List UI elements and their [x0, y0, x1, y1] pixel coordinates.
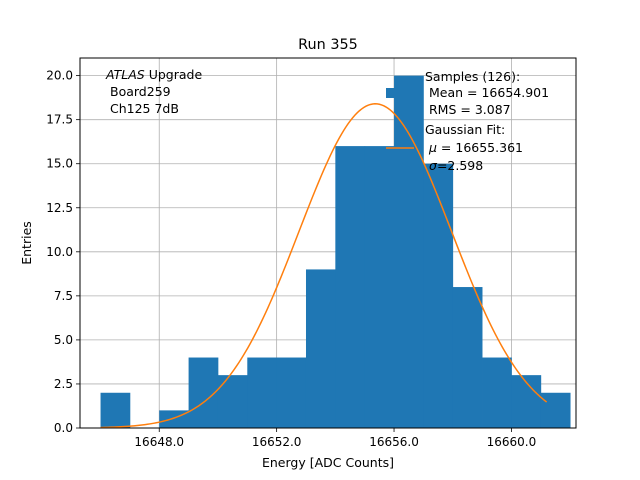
annotation-channel: Ch125 7dB	[110, 101, 179, 116]
histogram-bar	[423, 163, 454, 428]
legend-fit-title: Gaussian Fit:	[425, 122, 505, 137]
x-tick-label: 16660.0	[487, 435, 537, 449]
histogram-bar	[540, 392, 571, 428]
x-axis-label: Energy [ADC Counts]	[262, 455, 394, 470]
y-tick-label: 12.5	[46, 201, 73, 215]
histogram-bar	[335, 146, 366, 428]
y-tick-label: 7.5	[54, 289, 73, 303]
legend-samples-title: Samples (126):	[425, 69, 520, 84]
histogram-bar	[452, 287, 483, 428]
legend-fit-mu: μ = 16655.361	[428, 140, 523, 155]
annotation-line-1: ATLAS Upgrade	[105, 67, 202, 82]
y-tick-label: 5.0	[54, 333, 73, 347]
legend-sigma-symbol: σ	[429, 158, 438, 173]
histogram-bars	[100, 75, 571, 428]
annotation-upgrade: Upgrade	[145, 67, 203, 82]
x-axis-ticks: 16648.0 16652.0 16656.0 16660.0	[134, 428, 536, 449]
y-tick-label: 2.5	[54, 377, 73, 391]
legend-mu-value: = 16655.361	[437, 140, 523, 155]
y-tick-label: 17.5	[46, 113, 73, 127]
y-tick-label: 10.0	[46, 245, 73, 259]
histogram-bar	[482, 357, 512, 428]
annotation-atlas: ATLAS	[105, 67, 145, 82]
y-tick-label: 0.0	[54, 421, 73, 435]
legend-samples-mean: Mean = 16654.901	[429, 85, 549, 100]
y-tick-label: 15.0	[46, 157, 73, 171]
histogram-bar	[276, 357, 307, 428]
legend-sigma-value: =2.598	[437, 158, 483, 173]
legend: Samples (126): Mean = 16654.901 RMS = 3.…	[386, 69, 549, 173]
legend-mu-symbol: μ	[428, 140, 437, 155]
histogram-bar	[305, 269, 336, 428]
x-tick-label: 16648.0	[134, 435, 184, 449]
fit-curve-path	[100, 103, 548, 429]
chart-title: Run 355	[298, 37, 358, 53]
y-axis-label: Entries	[19, 221, 34, 265]
annotation-board: Board259	[110, 84, 171, 99]
histogram-bar	[217, 375, 248, 428]
y-axis-ticks: 0.0 2.5 5.0 7.5 10.0 12.5 15.0 17.5 20.0	[46, 69, 80, 435]
legend-samples-swatch	[386, 88, 414, 98]
histogram-bar	[511, 375, 542, 428]
y-tick-label: 20.0	[46, 69, 73, 83]
legend-fit-sigma: σ=2.598	[429, 158, 483, 173]
histogram-bar	[394, 75, 424, 428]
legend-samples-rms: RMS = 3.087	[429, 102, 511, 117]
atlas-annotation: ATLAS Upgrade Board259 Ch125 7dB	[105, 67, 202, 116]
histogram-bar	[364, 146, 395, 428]
plot-frame	[79, 57, 577, 429]
histogram-bar	[100, 392, 131, 428]
histogram-bar	[188, 357, 219, 428]
x-tick-label: 16656.0	[369, 435, 419, 449]
gaussian-fit-curve	[100, 103, 548, 429]
x-tick-label: 16652.0	[252, 435, 302, 449]
histogram-bar	[247, 357, 278, 428]
